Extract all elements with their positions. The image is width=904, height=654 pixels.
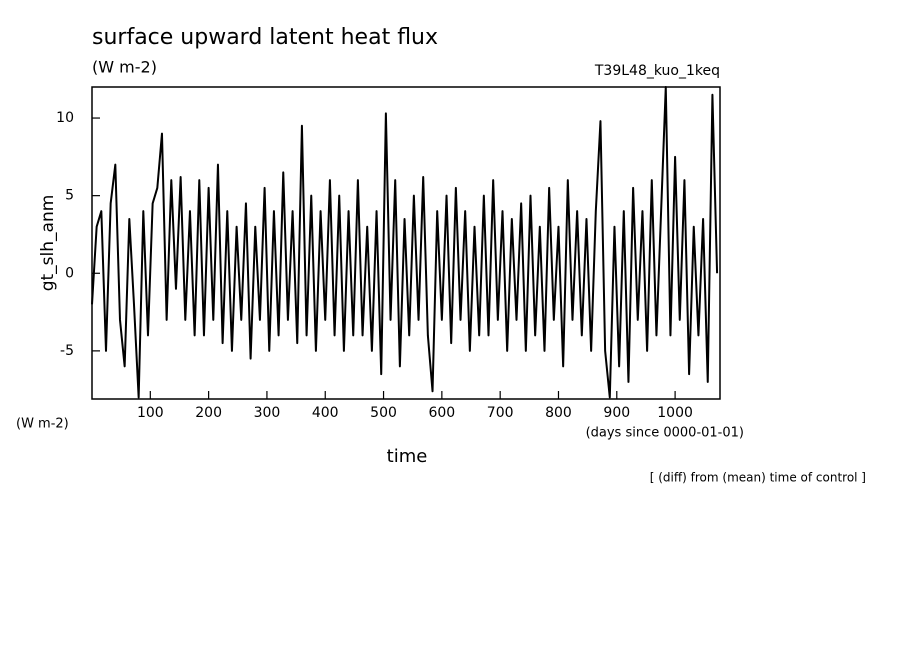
x-tick-label: 600	[428, 405, 455, 421]
x-tick-label: 800	[545, 405, 572, 421]
x-tick-label: 200	[195, 405, 222, 421]
y-tick-label: 0	[65, 265, 74, 281]
plot-frame	[91, 86, 721, 400]
y-tick-label: 10	[56, 110, 74, 126]
y-tick-label: 5	[65, 188, 74, 204]
x-tick-label: 300	[254, 405, 281, 421]
data-line	[91, 86, 719, 399]
x-tick-label: 500	[370, 405, 397, 421]
x-axis-label: time	[387, 446, 428, 467]
x-tick-label: 1000	[657, 405, 693, 421]
subtitle: (W m-2)	[92, 58, 157, 77]
y-unit-label: (W m-2)	[16, 417, 69, 432]
y-tick-label: -5	[60, 343, 74, 359]
x-tick-label: 400	[312, 405, 339, 421]
x-tick-label: 900	[603, 405, 630, 421]
y-axis-label: gt_slh_anm	[38, 195, 58, 292]
x-tick-label: 100	[137, 405, 164, 421]
chart-title: surface upward latent heat flux	[92, 25, 438, 50]
footnote: [ (diff) from (mean) time of control ]	[650, 471, 866, 485]
x-tick-label: 700	[487, 405, 514, 421]
run-label: T39L48_kuo_1keq	[594, 63, 720, 79]
x-unit-label: (days since 0000-01-01)	[586, 426, 744, 441]
